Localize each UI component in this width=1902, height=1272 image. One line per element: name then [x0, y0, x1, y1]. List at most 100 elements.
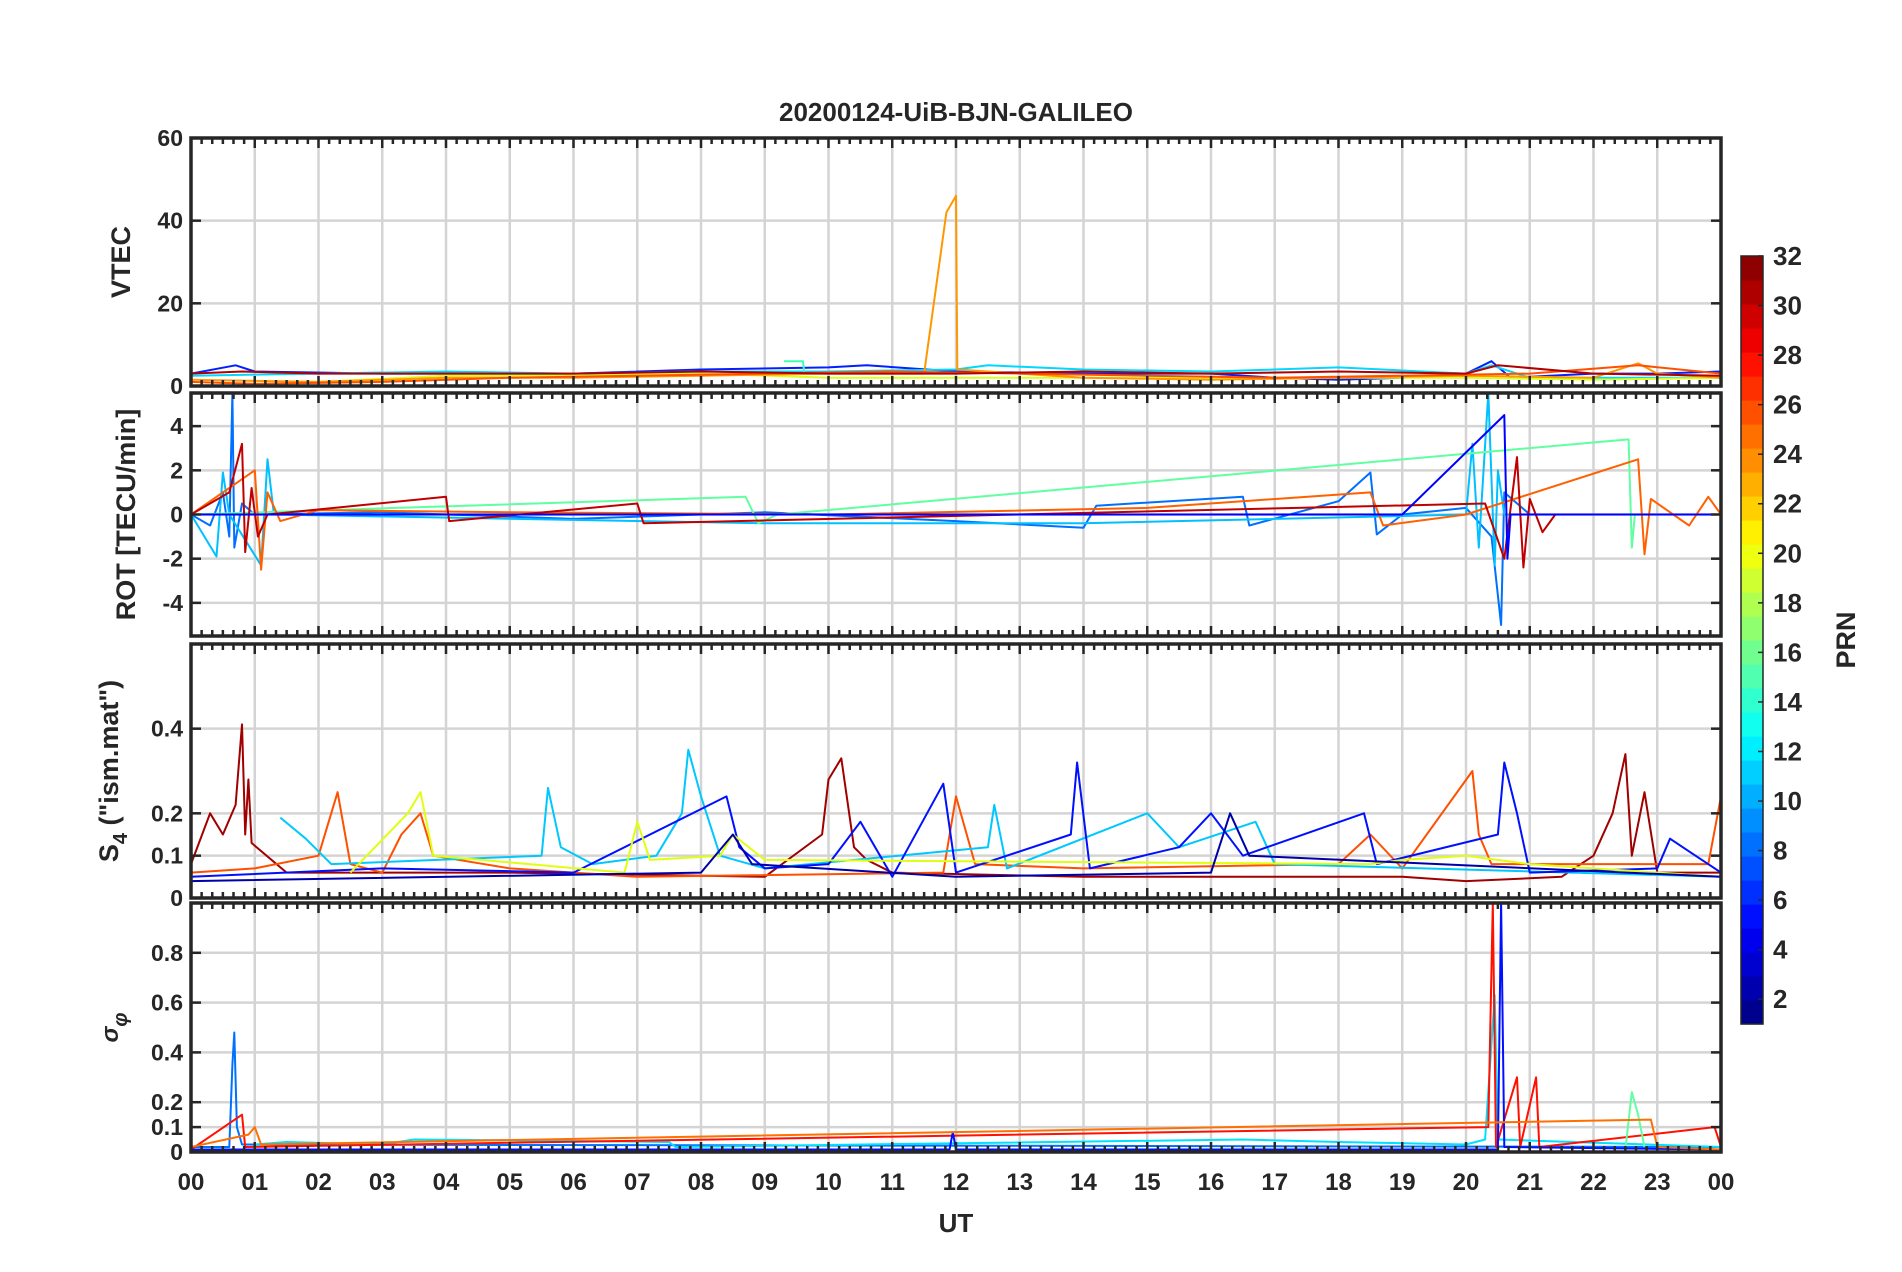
axes-frame: [189, 901, 1723, 1154]
y-tick-label: 0: [170, 502, 183, 528]
colorbar-band: [1741, 736, 1763, 761]
axes-frame: [189, 642, 1723, 900]
colorbar-band: [1741, 808, 1763, 833]
y-axis-label-sigma_phi: σφ: [97, 1012, 132, 1042]
y-tick-label: 20: [157, 290, 183, 316]
colorbar-tick-label: 14: [1773, 687, 1802, 717]
colorbar-band: [1741, 544, 1763, 569]
colorbar-tick-label: 2: [1773, 984, 1787, 1014]
chart-title: 20200124-UiB-BJN-GALILEO: [779, 97, 1133, 127]
colorbar-band: [1741, 904, 1763, 929]
y-tick-label: 2: [170, 457, 183, 483]
series-group: [191, 393, 1721, 626]
x-tick-label: 17: [1261, 1169, 1288, 1196]
series-line-prn-25: [191, 458, 1721, 571]
x-tick-label: 15: [1134, 1169, 1161, 1196]
colorbar-band: [1741, 496, 1763, 521]
colorbar-band: [1741, 760, 1763, 785]
colorbar-band: [1741, 592, 1763, 617]
colorbar-band: [1741, 832, 1763, 857]
series-line-prn-12: [191, 364, 1721, 379]
colorbar-band: [1741, 376, 1763, 401]
colorbar-tick-label: 30: [1773, 291, 1802, 321]
y-tick-label: 0.4: [151, 716, 183, 742]
y-tick-label: 0.2: [151, 1089, 183, 1115]
colorbar-band: [1741, 688, 1763, 713]
y-tick-label: -4: [163, 590, 184, 616]
colorbar-band: [1741, 328, 1763, 353]
colorbar-tick-label: 10: [1773, 786, 1802, 816]
series-line-prn-28: [191, 903, 1721, 1151]
y-tick-label: 0.6: [151, 990, 183, 1016]
colorbar-tick-label: 8: [1773, 836, 1787, 866]
colorbar-band: [1741, 880, 1763, 905]
colorbar-band: [1741, 280, 1763, 305]
series-line-prn-26: [191, 770, 1721, 878]
y-tick-label: 0.2: [151, 800, 183, 826]
axes-frame: [189, 391, 1723, 638]
x-tick-label: 04: [433, 1169, 460, 1196]
series-line-prn-30: [191, 723, 1721, 883]
series-line-prn-4: [191, 414, 1721, 560]
colorbar-band: [1741, 472, 1763, 497]
series-line-prn-8: [191, 1031, 1721, 1148]
series-line-prn-19: [349, 791, 1721, 878]
y-axis-label-rot: ROT [TECU/min]: [111, 409, 141, 620]
x-tick-label: 09: [751, 1169, 778, 1196]
axes-frame: [189, 136, 1723, 388]
colorbar-band: [1741, 1000, 1763, 1025]
y-tick-label: 0: [170, 373, 183, 399]
panel-s4: 0 0.1 0.2 0.4 S4 ("ism.mat"): [94, 642, 1723, 911]
y-tick-label: 0: [170, 885, 183, 911]
colorbar-tick-label: 16: [1773, 637, 1802, 667]
x-tick-label: 12: [943, 1169, 970, 1196]
colorbar-band: [1741, 424, 1763, 449]
panel-vtec: 0 20 40 60 VTEC: [106, 125, 1723, 399]
series-group: [191, 723, 1721, 883]
y-tick-label: 4: [170, 413, 183, 439]
y-label-main: S: [94, 844, 124, 862]
series-line-prn-16: [191, 438, 1721, 549]
series-line-prn-30: [191, 442, 1721, 569]
y-label-subscript: 4: [110, 832, 132, 844]
colorbar-tick-label: 24: [1773, 439, 1802, 469]
x-tick-label: 23: [1644, 1169, 1671, 1196]
x-tick-label: 05: [496, 1169, 523, 1196]
colorbar-band: [1741, 616, 1763, 641]
y-label-main: σ: [97, 1026, 124, 1043]
x-tick-label: 03: [369, 1169, 396, 1196]
x-tick-label: 10: [815, 1169, 842, 1196]
x-tick-label: 01: [241, 1169, 268, 1196]
x-tick-label: 21: [1516, 1169, 1543, 1196]
x-tick-label: 13: [1006, 1169, 1033, 1196]
y-tick-label: 40: [157, 208, 183, 234]
y-axis-label-s4: S4 ("ism.mat"): [94, 680, 132, 862]
x-tick-label: 00: [178, 1169, 205, 1196]
colorbar-tick-label: 4: [1773, 935, 1788, 965]
y-tick-label: 0: [170, 1139, 183, 1165]
y-tick-label: 0.8: [151, 940, 183, 966]
x-tick-label: 06: [560, 1169, 587, 1196]
series-line-prn-30: [191, 364, 1721, 377]
colorbar-tick-label: 20: [1773, 538, 1802, 568]
y-tick-label: 0.4: [151, 1039, 183, 1065]
colorbar-band: [1741, 664, 1763, 689]
x-tick-label: 14: [1070, 1169, 1097, 1196]
colorbar-tick-label: 26: [1773, 390, 1802, 420]
colorbar-band: [1741, 928, 1763, 953]
series-line-prn-2: [191, 812, 1721, 883]
colorbar-band: [1741, 352, 1763, 377]
x-tick-label: 16: [1198, 1169, 1225, 1196]
x-tick-label: 11: [880, 1169, 905, 1196]
series-line-prn-4: [191, 903, 1721, 1151]
x-tick-label: 08: [688, 1169, 715, 1196]
colorbar-band: [1741, 784, 1763, 809]
x-tick-label: 00: [1708, 1169, 1735, 1196]
x-axis-label: UT: [939, 1208, 974, 1238]
colorbar-tick-label: 22: [1773, 489, 1802, 519]
colorbar-band: [1741, 856, 1763, 881]
x-tick-labels: 00 01 02 03 04 05 06 07 08 09 10 11 12 13 14 15 16 17 18 19…: [178, 1169, 1735, 1196]
